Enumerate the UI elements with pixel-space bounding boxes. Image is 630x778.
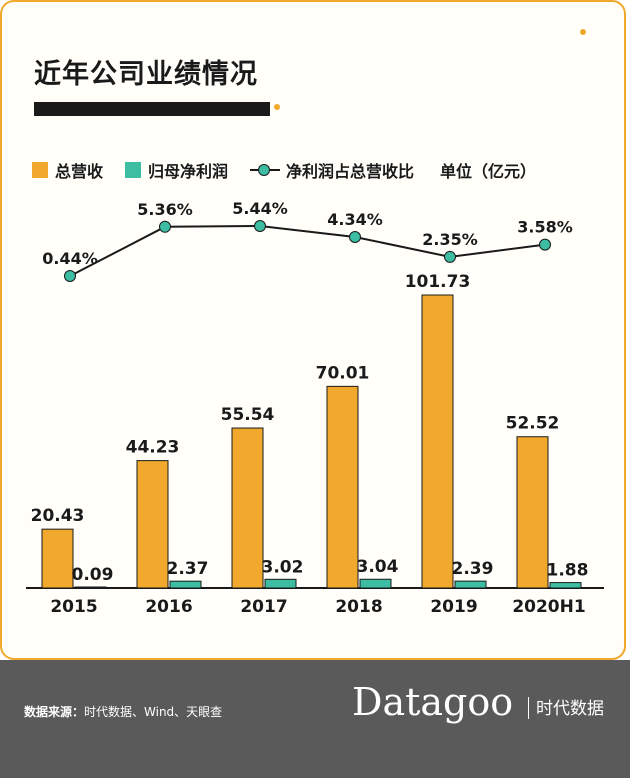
data-source-text: 时代数据、Wind、天眼查 — [84, 705, 223, 719]
revenue-bar — [516, 436, 549, 589]
net-profit-bar — [359, 578, 392, 589]
ratio-value-label: 3.58% — [517, 218, 573, 237]
ratio-value-label: 5.44% — [232, 199, 288, 218]
legend-item-net-profit: 归母净利润 — [125, 158, 228, 182]
x-tick-label: 2017 — [240, 597, 287, 617]
title-underline-bar — [34, 102, 270, 116]
legend-label-revenue: 总营收 — [55, 162, 104, 181]
chart-canvas: 20.43 0.09 2015 44.23 2.37 2016 55.54 3.02 2017 7… — [26, 199, 604, 617]
revenue-value-label: 52.52 — [506, 414, 560, 434]
ratio-value-label: 0.44% — [42, 249, 98, 268]
ratio-point — [444, 250, 456, 263]
net-profit-bar — [549, 582, 582, 589]
legend-line-marker — [250, 162, 281, 178]
data-source: 数据来源：时代数据、Wind、天眼查 — [24, 703, 222, 720]
net-profit-value-label: 3.02 — [262, 557, 304, 577]
legend-label-ratio: 净利润占总营收比 — [286, 162, 415, 181]
net-profit-bar — [74, 586, 107, 589]
chart-title: 近年公司业绩情况 — [34, 59, 258, 90]
net-profit-bar — [264, 578, 297, 589]
net-profit-value-label: 2.37 — [167, 559, 209, 579]
net-profit-bar — [454, 580, 487, 589]
legend-swatch-revenue — [32, 162, 48, 178]
legend-item-ratio: 净利润占总营收比 — [250, 158, 414, 182]
revenue-value-label: 101.73 — [405, 272, 471, 292]
legend-swatch-net-profit — [125, 162, 142, 178]
legend-unit: 单位（亿元） — [440, 158, 536, 182]
revenue-bar — [231, 427, 264, 589]
legend-unit-label: 单位（亿元） — [440, 162, 537, 181]
revenue-value-label: 55.54 — [221, 405, 275, 425]
ratio-point — [64, 270, 76, 282]
x-tick-label: 2018 — [335, 597, 382, 617]
ratio-point — [539, 238, 551, 251]
corner-dot-title — [274, 104, 280, 110]
brand-divider — [528, 697, 529, 719]
ratio-point — [254, 220, 266, 232]
ratio-point — [349, 231, 361, 243]
revenue-bar — [136, 460, 169, 589]
brand-name-cn: 时代数据 — [536, 699, 604, 719]
revenue-value-label: 70.01 — [316, 363, 370, 383]
revenue-bar — [421, 294, 454, 589]
corner-dot-top — [580, 29, 586, 35]
ratio-value-label: 2.35% — [422, 230, 478, 249]
revenue-bar — [41, 528, 74, 589]
legend-label-net-profit: 归母净利润 — [148, 162, 229, 181]
chart-legend: 总营收 归母净利润 净利润占总营收比 单位（亿元） — [32, 158, 558, 182]
net-profit-value-label: 2.39 — [452, 559, 494, 579]
x-tick-label: 2019 — [430, 597, 477, 617]
footer: 数据来源：时代数据、Wind、天眼查 Datagoo 时代数据 — [0, 660, 630, 778]
ratio-value-label: 4.34% — [327, 210, 383, 229]
x-tick-label: 2016 — [145, 597, 192, 617]
revenue-value-label: 44.23 — [126, 438, 180, 458]
data-source-label: 数据来源： — [24, 705, 85, 719]
revenue-bar — [326, 385, 359, 589]
ratio-point — [159, 220, 171, 233]
net-profit-value-label: 0.09 — [72, 565, 114, 585]
x-tick-label: 2015 — [50, 597, 97, 617]
legend-item-revenue: 总营收 — [32, 158, 103, 182]
brand-logo: Datagoo — [352, 680, 514, 724]
ratio-value-label: 5.36% — [137, 200, 193, 219]
x-tick-label: 2020H1 — [512, 597, 585, 617]
ratio-line — [69, 224, 546, 277]
net-profit-bar — [169, 580, 202, 589]
net-profit-value-label: 1.88 — [547, 561, 589, 581]
net-profit-value-label: 3.04 — [357, 557, 399, 577]
revenue-value-label: 20.43 — [31, 506, 85, 526]
